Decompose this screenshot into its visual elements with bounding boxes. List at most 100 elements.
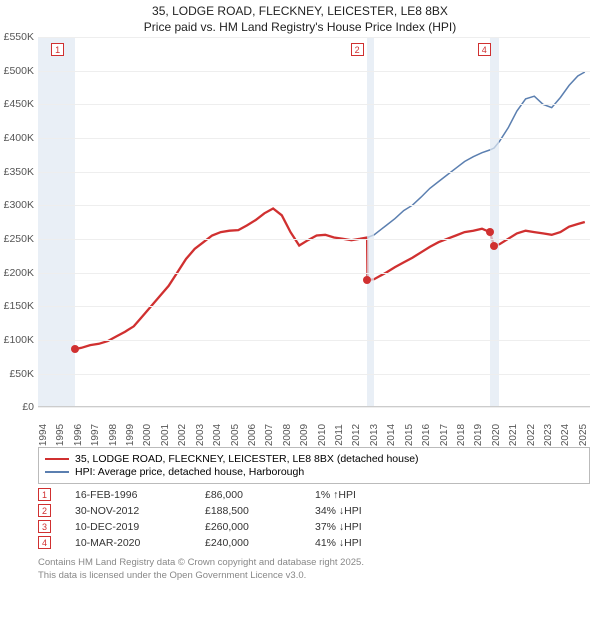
title-line-1: 35, LODGE ROAD, FLECKNEY, LEICESTER, LE8… [0, 4, 600, 20]
x-tick-label: 2020 [491, 424, 502, 446]
footer-line: Contains HM Land Registry data © Crown c… [38, 557, 590, 569]
sales-row: 310-DEC-2019£260,00037% [38, 520, 590, 533]
x-tick-label: 2008 [282, 424, 293, 446]
legend-item: HPI: Average price, detached house, Harb… [45, 466, 583, 478]
chart-plot-area: £0£50K£100K£150K£200K£250K£300K£350K£400… [38, 37, 590, 407]
legend: 35, LODGE ROAD, FLECKNEY, LEICESTER, LE8… [38, 447, 590, 484]
y-tick-label: £500K [0, 65, 34, 77]
gridline [38, 205, 590, 206]
gridline [38, 306, 590, 307]
sale-price: £188,500 [205, 505, 315, 517]
y-tick-label: £0 [0, 401, 34, 413]
legend-label: HPI: Average price, detached house, Harb… [75, 466, 304, 478]
x-tick-label: 2001 [160, 424, 171, 446]
gridline [38, 37, 590, 38]
chart-title: 35, LODGE ROAD, FLECKNEY, LEICESTER, LE8… [0, 0, 600, 37]
x-tick-label: 2021 [508, 424, 519, 446]
sale-dot [363, 276, 371, 284]
x-tick-label: 2003 [195, 424, 206, 446]
sale-price: £86,000 [205, 489, 315, 501]
y-tick-label: £400K [0, 132, 34, 144]
y-tick-label: £150K [0, 300, 34, 312]
sales-row: 4 10-MAR-2020£240,00041% [38, 536, 590, 549]
gridline [38, 138, 590, 139]
x-tick-label: 2014 [386, 424, 397, 446]
sale-diff: 34% [315, 505, 425, 517]
x-tick-label: 1998 [108, 424, 119, 446]
x-tick-label: 2006 [247, 424, 258, 446]
gridline [38, 239, 590, 240]
sale-marker-box: 2 [351, 43, 364, 56]
x-tick-label: 2023 [543, 424, 554, 446]
x-tick-label: 2005 [230, 424, 241, 446]
sale-dot [486, 228, 494, 236]
legend-item: 35, LODGE ROAD, FLECKNEY, LEICESTER, LE8… [45, 453, 583, 465]
sale-index-box: 1 [38, 488, 51, 501]
sale-index-box: 3 [38, 520, 51, 533]
x-tick-label: 2012 [351, 424, 362, 446]
legend-swatch [45, 471, 69, 473]
legend-label: 35, LODGE ROAD, FLECKNEY, LEICESTER, LE8… [75, 453, 419, 465]
series-price_paid [75, 209, 585, 350]
sale-index-box: 4 [38, 536, 51, 549]
footer-attribution: Contains HM Land Registry data © Crown c… [38, 557, 590, 582]
gridline [38, 374, 590, 375]
x-tick-label: 2013 [369, 424, 380, 446]
gridline [38, 104, 590, 105]
x-tick-label: 2015 [404, 424, 415, 446]
x-tick-label: 2016 [421, 424, 432, 446]
sale-date: 10-MAR-2020 [75, 537, 205, 549]
x-tick-label: 2018 [456, 424, 467, 446]
x-tick-label: 1999 [125, 424, 136, 446]
sale-dot [490, 242, 498, 250]
footer-line: This data is licensed under the Open Gov… [38, 570, 590, 582]
sale-price: £260,000 [205, 521, 315, 533]
sale-diff: 41% [315, 537, 425, 549]
title-line-2: Price paid vs. HM Land Registry's House … [0, 20, 600, 36]
y-tick-label: £350K [0, 166, 34, 178]
y-tick-label: £50K [0, 368, 34, 380]
sale-diff: 37% [315, 521, 425, 533]
sales-row: 2 30-NOV-2012£188,50034% [38, 504, 590, 517]
y-tick-label: £450K [0, 98, 34, 110]
y-tick-label: £250K [0, 233, 34, 245]
sale-marker-box: 1 [51, 43, 64, 56]
shaded-range [490, 37, 500, 406]
sale-price: £240,000 [205, 537, 315, 549]
x-tick-label: 2022 [526, 424, 537, 446]
x-tick-label: 2024 [560, 424, 571, 446]
x-tick-label: 1995 [55, 424, 66, 446]
legend-swatch [45, 458, 69, 460]
gridline [38, 273, 590, 274]
series-hpi [368, 72, 585, 238]
x-tick-label: 2009 [299, 424, 310, 446]
x-tick-label: 2019 [473, 424, 484, 446]
x-tick-label: 2011 [334, 424, 345, 446]
gridline [38, 172, 590, 173]
sales-row: 1 16-FEB-1996£86,0001% [38, 488, 590, 501]
x-axis-labels: 1994199519961997199819992000200120022003… [38, 407, 590, 441]
x-tick-label: 2007 [264, 424, 275, 446]
shaded-range [38, 37, 75, 406]
sale-dot [71, 345, 79, 353]
sale-date: 30-NOV-2012 [75, 505, 205, 517]
sale-diff: 1% [315, 489, 425, 501]
gridline [38, 71, 590, 72]
x-tick-label: 1997 [90, 424, 101, 446]
chart-lines [38, 37, 590, 407]
sale-marker-box: 4 [478, 43, 491, 56]
sales-table: 1 16-FEB-1996£86,0001% 2 30-NOV-2012£188,50… [38, 488, 590, 549]
y-tick-label: £200K [0, 267, 34, 279]
x-tick-label: 1996 [73, 424, 84, 446]
x-tick-label: 2002 [177, 424, 188, 446]
sale-date: 16-FEB-1996 [75, 489, 205, 501]
x-tick-label: 2025 [578, 424, 589, 446]
x-tick-label: 2017 [439, 424, 450, 446]
x-tick-label: 1994 [38, 424, 49, 446]
shaded-range [367, 37, 374, 406]
y-tick-label: £550K [0, 31, 34, 43]
gridline [38, 340, 590, 341]
sale-index-box: 2 [38, 504, 51, 517]
y-tick-label: £100K [0, 334, 34, 346]
x-tick-label: 2000 [142, 424, 153, 446]
